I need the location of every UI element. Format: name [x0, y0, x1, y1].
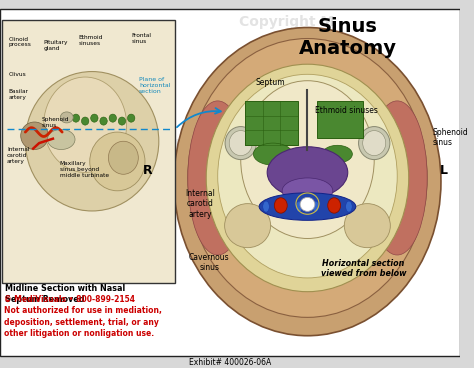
Ellipse shape [229, 131, 252, 156]
Text: Frontal
sinus: Frontal sinus [131, 33, 151, 44]
Polygon shape [317, 101, 363, 138]
Text: Ethmoid
sinuses: Ethmoid sinuses [78, 35, 103, 46]
Ellipse shape [118, 117, 126, 125]
FancyBboxPatch shape [0, 9, 460, 356]
Text: Clivus: Clivus [8, 71, 26, 77]
Text: Clinoid
process: Clinoid process [8, 37, 31, 47]
Ellipse shape [188, 101, 247, 255]
Ellipse shape [296, 201, 302, 212]
Text: Sinus
Anatomy: Sinus Anatomy [299, 17, 397, 57]
Text: SAMPLE: SAMPLE [175, 176, 313, 205]
Ellipse shape [263, 201, 269, 212]
Ellipse shape [44, 77, 127, 173]
Ellipse shape [363, 131, 386, 156]
Text: Midline Section with Nasal
Septum Removed: Midline Section with Nasal Septum Remove… [5, 284, 125, 304]
Text: E - Copy: E - Copy [175, 138, 251, 156]
Ellipse shape [329, 201, 336, 212]
Text: Maxillary
sinus beyond
middle turbinate: Maxillary sinus beyond middle turbinate [60, 162, 109, 178]
Ellipse shape [72, 114, 80, 122]
Ellipse shape [300, 197, 315, 211]
Text: SAMPLE: SAMPLE [9, 88, 147, 117]
Text: SAMPLE: SAMPLE [9, 176, 147, 205]
Ellipse shape [90, 132, 145, 191]
Ellipse shape [312, 201, 319, 212]
Ellipse shape [174, 28, 441, 336]
Text: L: L [440, 164, 448, 177]
Ellipse shape [274, 198, 287, 213]
Ellipse shape [322, 145, 352, 163]
Ellipse shape [218, 74, 397, 278]
Text: Cavernous
sinus: Cavernous sinus [189, 253, 230, 272]
Text: Internal
carotid
artery: Internal carotid artery [7, 148, 29, 164]
Ellipse shape [206, 64, 409, 292]
Text: R: R [143, 164, 152, 177]
Ellipse shape [346, 201, 352, 212]
Text: Plane of
horizontal
section: Plane of horizontal section [139, 77, 171, 93]
Text: ediVisuals: ediVisuals [267, 50, 370, 68]
Ellipse shape [328, 198, 341, 213]
Ellipse shape [367, 101, 427, 255]
Ellipse shape [267, 147, 348, 198]
Ellipse shape [82, 117, 89, 125]
Ellipse shape [25, 71, 159, 211]
Ellipse shape [358, 127, 390, 160]
Ellipse shape [241, 81, 374, 238]
Ellipse shape [60, 112, 73, 123]
Text: Internal
carotid
artery: Internal carotid artery [185, 189, 215, 219]
Text: Ethmoid sinuses: Ethmoid sinuses [315, 106, 378, 114]
Ellipse shape [259, 193, 356, 220]
Ellipse shape [109, 114, 117, 122]
Text: © MediVisuals • 800-899-2154
Not authorized for use in mediation,
deposition, se: © MediVisuals • 800-899-2154 Not authori… [4, 296, 162, 338]
Text: Basilar
artery: Basilar artery [8, 89, 28, 100]
Text: Copyright M: Copyright M [239, 15, 335, 29]
Ellipse shape [47, 129, 75, 149]
Text: Sphenoid
sinus: Sphenoid sinus [41, 117, 69, 128]
Ellipse shape [100, 117, 107, 125]
Ellipse shape [91, 114, 98, 122]
Text: Pituitary
gland: Pituitary gland [44, 40, 68, 51]
Ellipse shape [128, 114, 135, 122]
Polygon shape [246, 101, 298, 145]
Ellipse shape [225, 204, 271, 248]
Text: Septum: Septum [255, 78, 285, 87]
Ellipse shape [21, 122, 48, 149]
Text: Orig: Orig [299, 219, 342, 237]
Ellipse shape [225, 127, 256, 160]
Ellipse shape [282, 178, 333, 204]
Text: Horizontal section
viewed from below: Horizontal section viewed from below [321, 259, 406, 278]
Text: MediVisuals: MediVisuals [230, 255, 351, 273]
Ellipse shape [188, 39, 427, 317]
Ellipse shape [344, 204, 390, 248]
Text: MediVisuals: MediVisuals [230, 94, 351, 112]
Ellipse shape [109, 141, 138, 174]
Ellipse shape [254, 143, 292, 165]
Text: Sphenoid
sinus: Sphenoid sinus [433, 128, 468, 147]
Text: Exhibit# 400026-06A: Exhibit# 400026-06A [189, 358, 271, 367]
Text: Copy: Copy [276, 152, 326, 170]
FancyBboxPatch shape [2, 20, 175, 283]
Text: rig: rig [341, 139, 364, 154]
Ellipse shape [279, 201, 286, 212]
